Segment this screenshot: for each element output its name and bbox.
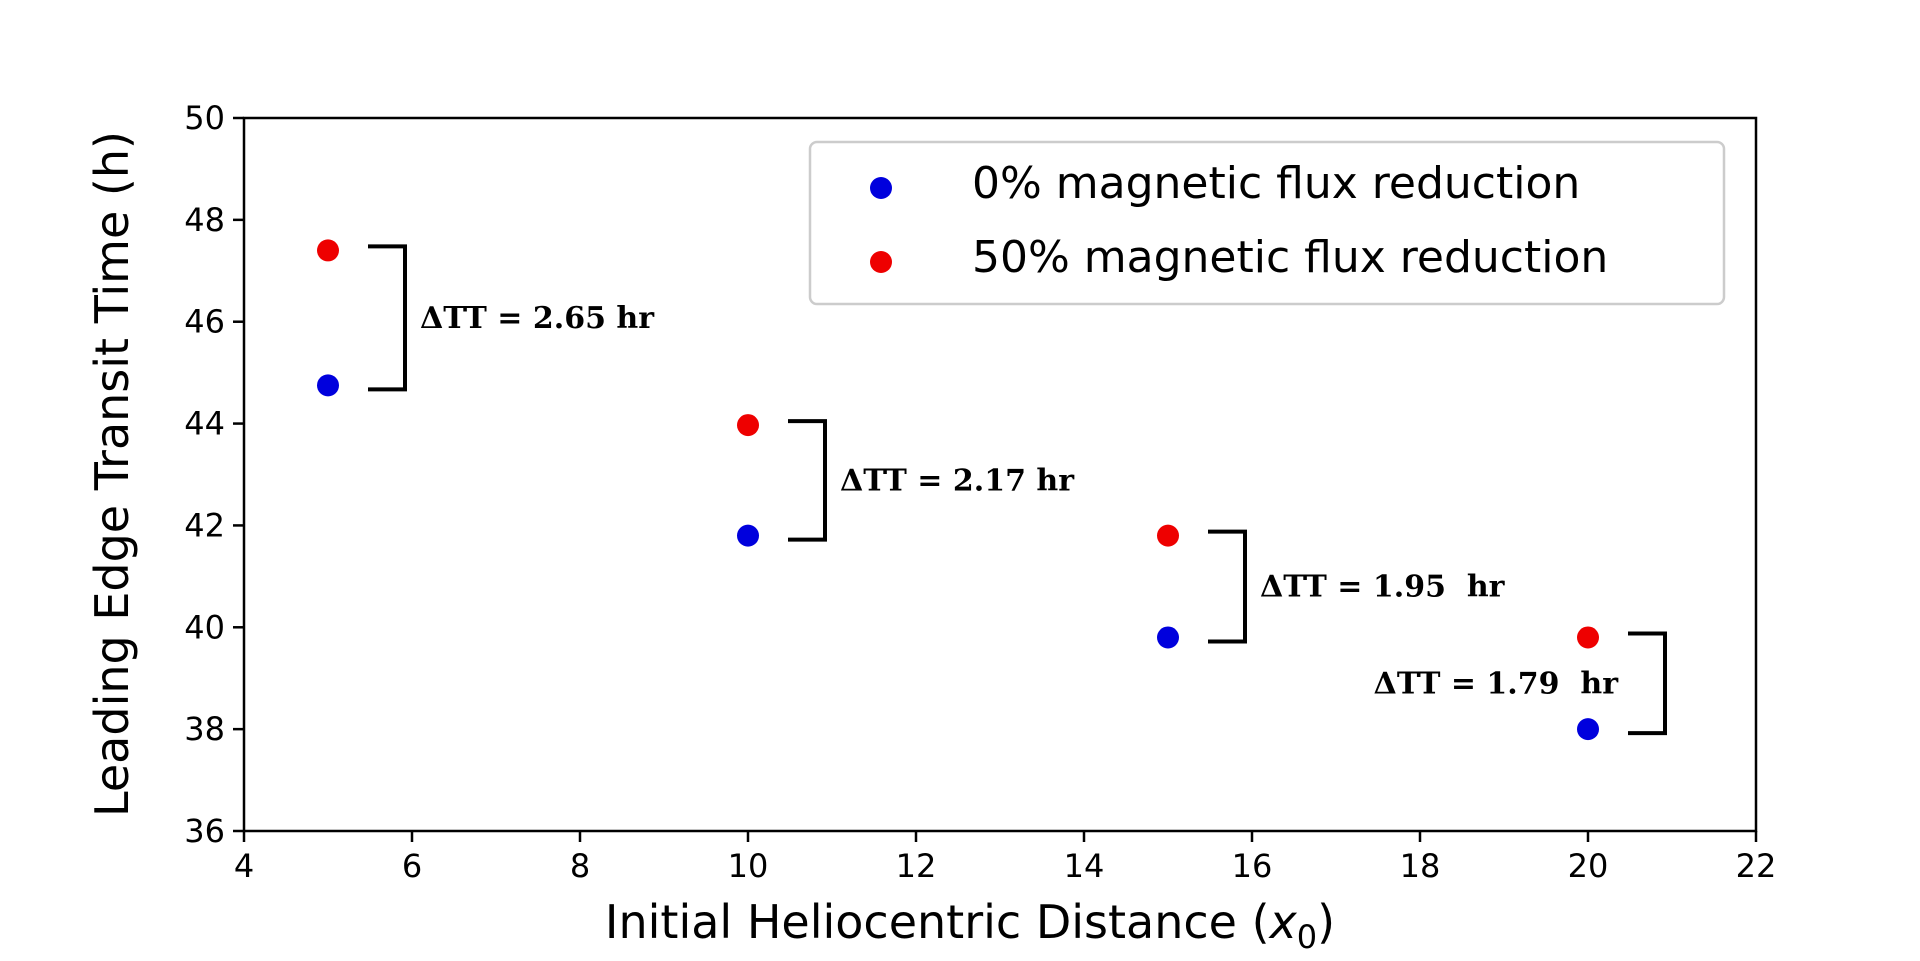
data-point-0pct [737, 524, 759, 547]
data-point-50pct [317, 239, 339, 262]
x-axis-title-main: Initial Heliocentric Distance ( [605, 895, 1270, 949]
y-tick-label: 48 [184, 201, 225, 239]
x-tick-label: 20 [1568, 847, 1609, 885]
annotation-brackets [368, 244, 1667, 736]
x-tick-label: 18 [1400, 847, 1441, 885]
delta-bracket [1628, 631, 1667, 736]
x-tick-label: 6 [402, 847, 422, 885]
delta-bracket [788, 419, 827, 542]
y-axis-ticks: 36 38 40 42 44 46 48 50 [184, 99, 244, 850]
y-tick-label: 50 [184, 99, 225, 137]
y-tick-label: 38 [184, 710, 225, 748]
data-point-0pct [317, 374, 339, 397]
plot-frame [242, 116, 1758, 833]
delta-tt-label: ΔTT = 1.95 hr [1260, 570, 1506, 605]
annotation-labels: ΔTT = 2.65 hr ΔTT = 2.17 hr ΔTT = 1.95 hr Δ… [420, 301, 1619, 701]
legend-label-0pct: 0% magnetic flux reduction [972, 158, 1580, 209]
legend-box [808, 140, 1726, 306]
y-tick-label: 40 [184, 608, 225, 646]
y-tick-label: 42 [184, 506, 225, 544]
data-points [317, 239, 1599, 741]
x-tick-label: 22 [1736, 847, 1777, 885]
y-tick-label: 36 [184, 812, 225, 850]
data-point-0pct [1577, 718, 1599, 741]
delta-bracket [1208, 529, 1247, 644]
delta-tt-label: ΔTT = 1.79 hr [1374, 666, 1620, 701]
x-tick-label: 16 [1232, 847, 1273, 885]
x-tick-label: 14 [1064, 847, 1105, 885]
data-point-0pct [1157, 626, 1179, 649]
data-point-50pct [737, 414, 759, 437]
x-tick-label: 12 [896, 847, 937, 885]
legend-marker-50pct [870, 251, 892, 273]
legend-marker-0pct [870, 177, 892, 199]
y-axis-title: Leading Edge Transit Time (h) [85, 131, 139, 817]
delta-bracket [368, 244, 407, 392]
x-tick-label: 10 [728, 847, 769, 885]
x-tick-label: 4 [234, 847, 254, 885]
x-axis-title: Initial Heliocentric Distance (x0) [605, 895, 1335, 956]
x-axis-title-variable: x [1268, 895, 1298, 949]
x-axis-title-subscript: 0 [1297, 918, 1317, 956]
y-tick-label: 44 [184, 405, 225, 443]
delta-tt-label: ΔTT = 2.65 hr [420, 301, 655, 336]
x-tick-label: 8 [570, 847, 590, 885]
x-axis-ticks: 4 6 8 10 12 14 16 18 20 22 [234, 831, 1777, 885]
x-axis-title-close: ) [1317, 895, 1335, 949]
data-point-50pct [1157, 524, 1179, 547]
legend-label-50pct: 50% magnetic flux reduction [972, 232, 1608, 283]
data-point-50pct [1577, 626, 1599, 649]
delta-tt-label: ΔTT = 2.17 hr [840, 463, 1075, 498]
y-tick-label: 46 [184, 303, 225, 341]
legend: 0% magnetic flux reduction 50% magnetic … [808, 140, 1726, 306]
